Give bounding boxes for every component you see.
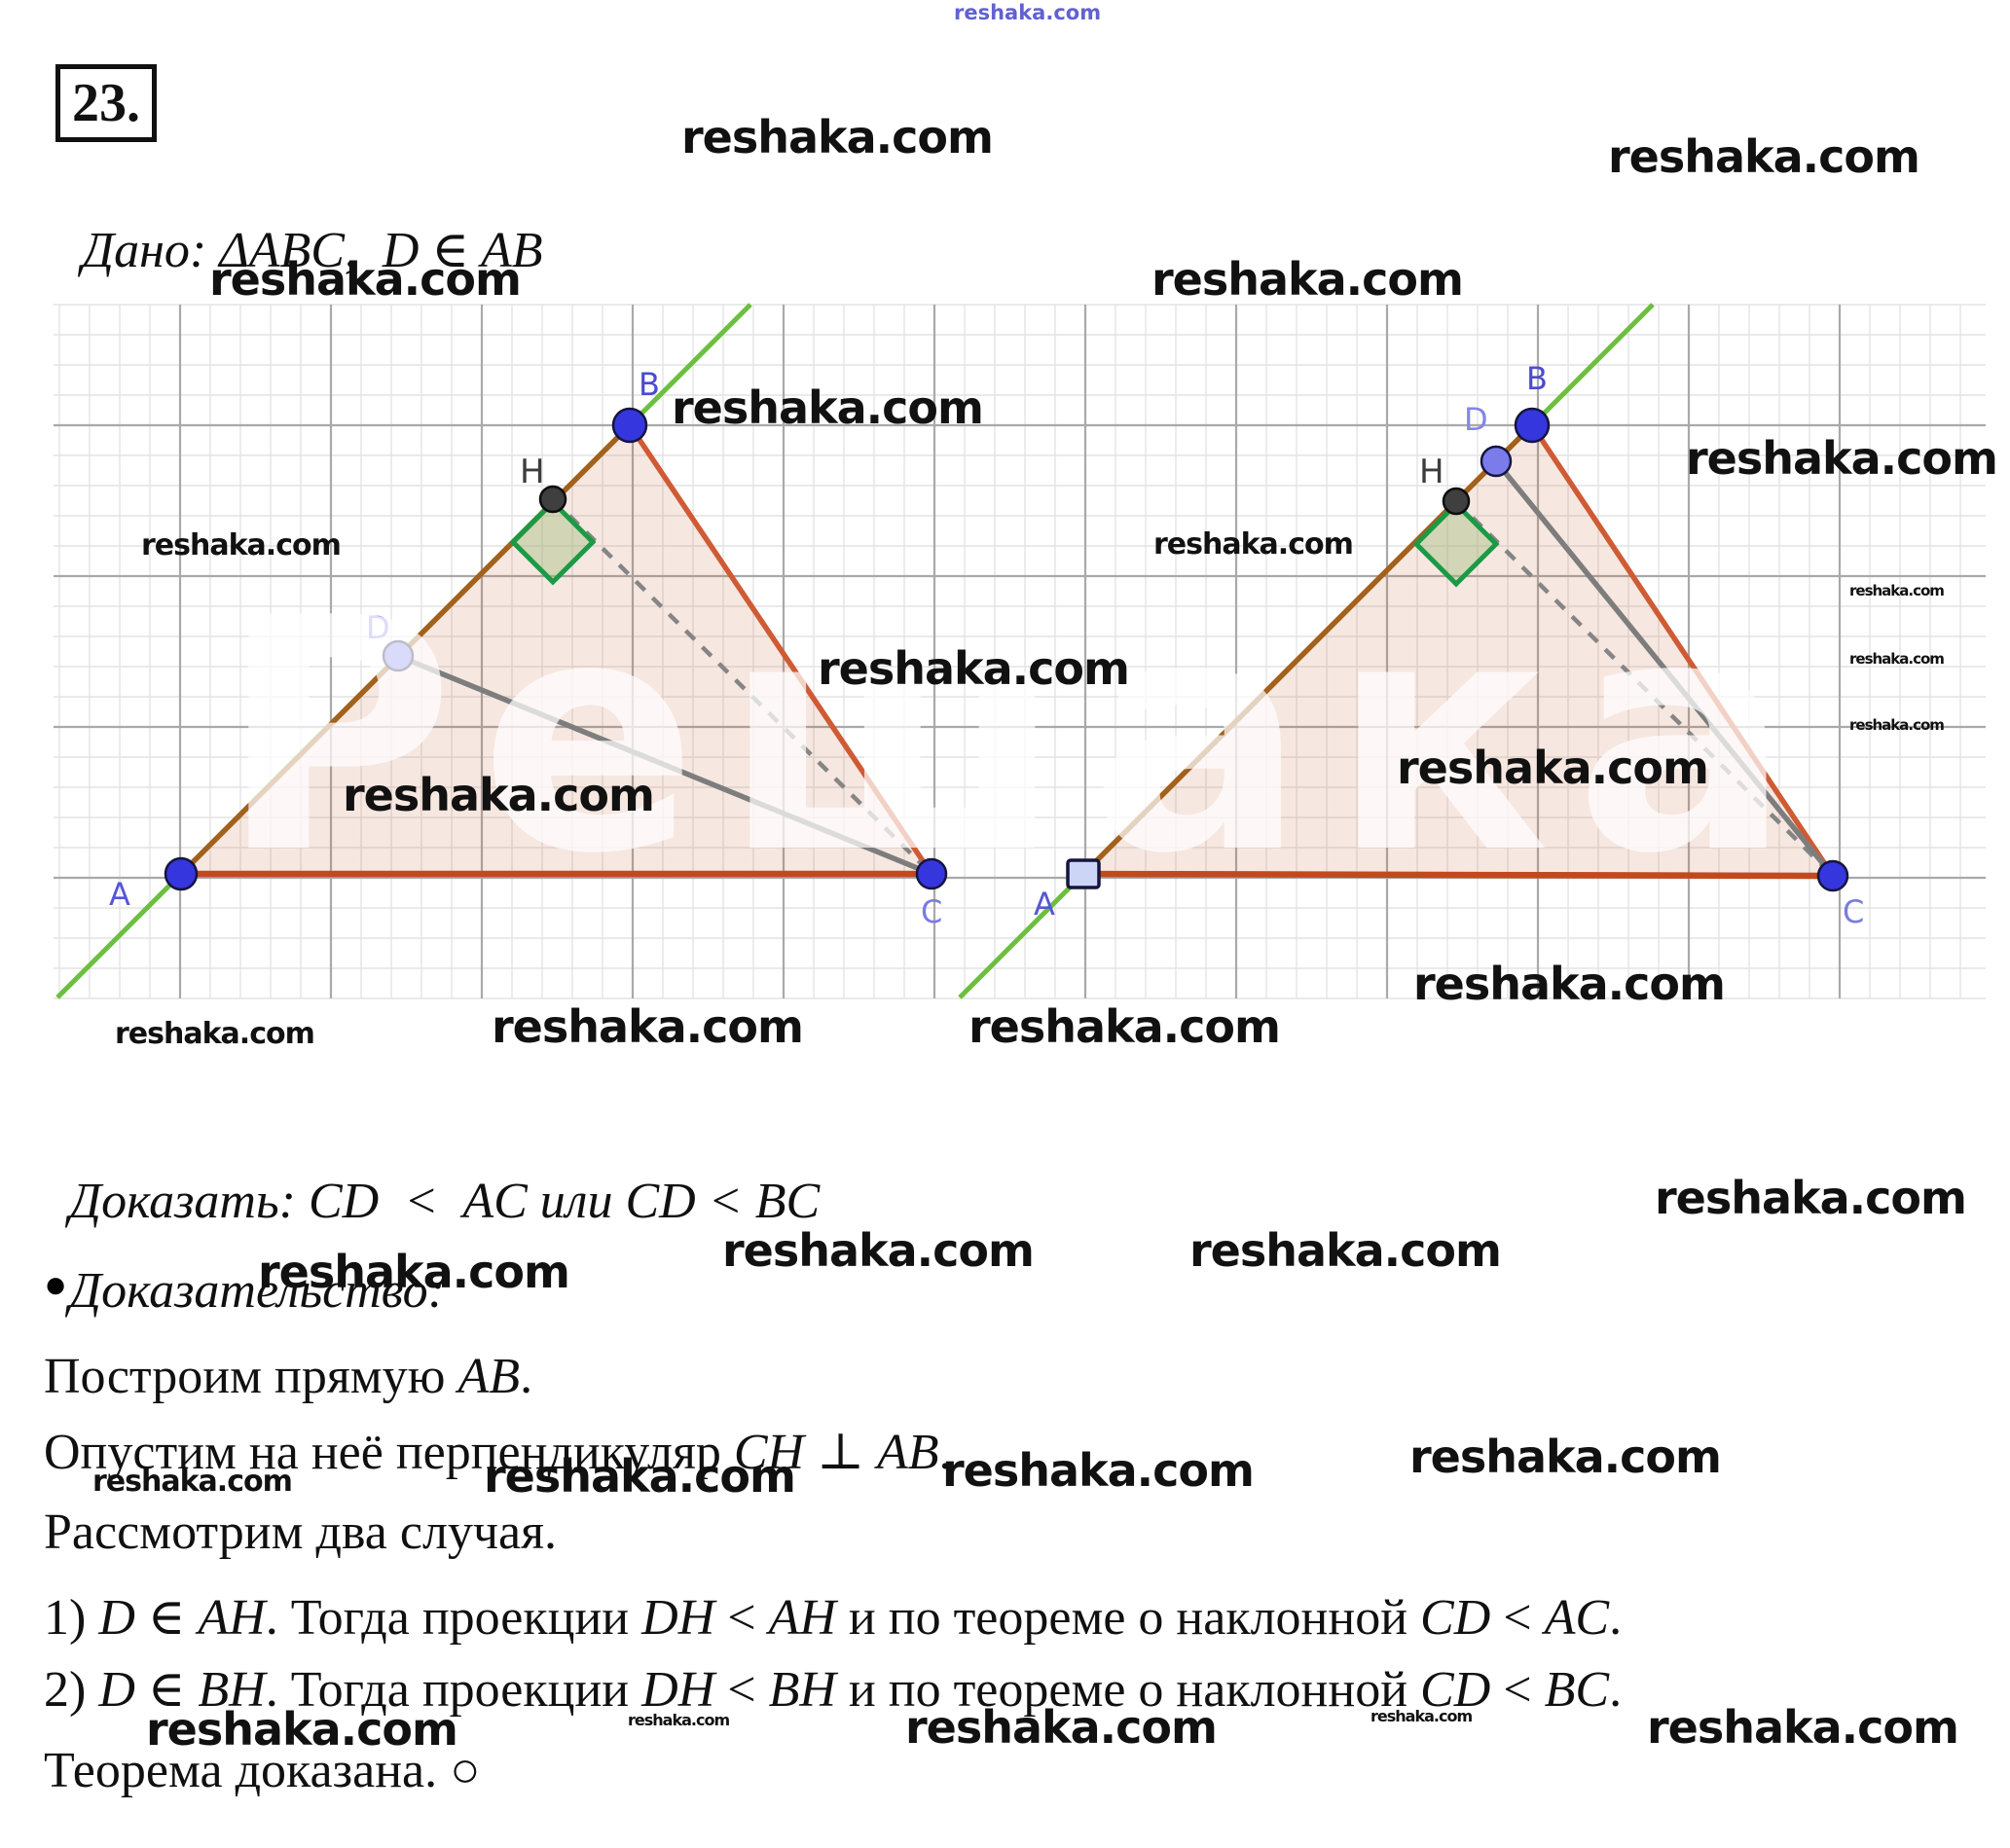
point-h [538, 485, 567, 514]
watermark-reshaka: reshaka.com [1686, 432, 1998, 485]
side-ac [1082, 870, 1834, 880]
label-b: B [1526, 360, 1548, 397]
proof-line: Опустим на неё перпендикуляр CH ⊥ AB. [44, 1425, 952, 1480]
label-d: D [1464, 401, 1488, 438]
segment-dc [1493, 459, 1836, 878]
watermark-reshaka: reshaka.com [1849, 650, 1945, 668]
triangle-fill [181, 425, 932, 874]
proof-line: 1) D ∈ AH. Тогда проекции DH < AH и по т… [44, 1590, 1623, 1646]
point-b [611, 407, 648, 444]
label-h: H [520, 453, 545, 491]
prove-label: Доказать: [69, 1174, 296, 1229]
watermark-reshaka: reshaka.com [1608, 130, 1920, 183]
proof-line: Построим прямую AB. [44, 1349, 533, 1404]
watermark-reshaka: reshaka.com [484, 1450, 796, 1503]
watermark-reshaka: reshaka.com [1397, 742, 1709, 794]
watermark-reshaka: reshaka.com [141, 528, 342, 562]
watermark-reshaka: reshaka.com [1153, 527, 1354, 562]
label-c: C [1843, 893, 1864, 930]
watermark-reshaka: reshaka.com [1151, 253, 1464, 306]
watermark-reshaka: reshaka.com [1849, 716, 1945, 734]
proof-line: 2) D ∈ BH. Тогда проекции DH < BH и по т… [44, 1662, 1623, 1718]
proof-label: Доказательство: [69, 1263, 445, 1319]
watermark-reshaka-blue: reshaka.com [954, 1, 1102, 24]
watermark-reshaka: reshaka.com [968, 1000, 1281, 1053]
point-a [1066, 858, 1101, 889]
point-c [915, 857, 948, 890]
given-math: ΔABC, D ∈ AB [219, 223, 543, 278]
watermark-reshaka: reshaka.com [818, 642, 1130, 695]
label-a: A [109, 876, 130, 913]
diagram-right: A B C D H [958, 303, 1864, 999]
point-b [1514, 407, 1551, 444]
right-angle-marker [1412, 500, 1500, 588]
watermark-reshaka: reshaka.com [1413, 958, 1726, 1010]
watermark-reshaka: reshaka.com [258, 1246, 570, 1298]
segment-dc [396, 653, 933, 877]
point-c [1816, 859, 1849, 892]
prove-line: Доказать: CD < AC или CD < BC [44, 1115, 820, 1230]
proof-line: Рассмотрим два случая. [44, 1504, 558, 1560]
segment-hc-dashed [1454, 499, 1835, 878]
watermark-reshaka: reshaka.com [115, 1017, 315, 1051]
segment-hc-dashed [551, 497, 933, 876]
watermark-reshaka: reshaka.com [146, 1703, 458, 1756]
watermark-reshaka: reshaka.com [722, 1224, 1035, 1277]
label-d: D [366, 609, 390, 646]
point-a [164, 856, 199, 891]
given-line: Дано: ΔABC, D ∈ AB [56, 163, 543, 279]
proof-bullet: ● [44, 1262, 68, 1306]
watermark-reshaka: reshaka.com [1370, 1707, 1473, 1725]
watermark-reshaka: reshaka.com [628, 1711, 730, 1729]
diagram-left: A B C D H [55, 303, 948, 999]
watermark-reshaka: reshaka.com [1647, 1701, 1959, 1754]
point-d [382, 639, 415, 672]
proof-line: Теорема доказана. ○ [44, 1743, 481, 1798]
watermark-reshaka: reshaka.com [343, 769, 655, 821]
watermark-reshaka: reshaka.com [1655, 1172, 1967, 1224]
watermark-reshaka: reshaka.com [905, 1701, 1218, 1754]
label-b: B [639, 366, 660, 403]
watermark-reshaka: reshaka.com [1409, 1431, 1722, 1483]
given-label: Дано: [82, 223, 207, 278]
problem-number-box: 23. [55, 64, 157, 142]
problem-number: 23. [72, 73, 140, 133]
label-a: A [1034, 886, 1055, 923]
prove-math: CD < AC или CD < BC [308, 1174, 821, 1229]
watermark-reshaka: reshaka.com [942, 1444, 1255, 1497]
side-bc [1529, 423, 1836, 878]
label-c: C [921, 893, 942, 930]
triangle-fill [1083, 425, 1833, 876]
watermark-reshaka: reshaka.com [681, 111, 994, 163]
point-d [1480, 445, 1513, 478]
label-h: H [1419, 453, 1444, 491]
watermark-reshaka: reshaka.com [672, 381, 984, 434]
proof-heading: Доказательство: [44, 1205, 445, 1320]
watermark-reshaka: reshaka.com [1849, 582, 1945, 599]
right-angle-marker [509, 498, 597, 586]
watermark-reshaka: reshaka.com [92, 1465, 293, 1499]
watermark-reshaka: reshaka.com [1189, 1224, 1502, 1277]
watermark-reshaka: reshaka.com [492, 1000, 804, 1053]
watermark-reshaka: reshaka.com [209, 253, 522, 306]
side-bc [627, 423, 934, 876]
point-h [1442, 487, 1471, 516]
